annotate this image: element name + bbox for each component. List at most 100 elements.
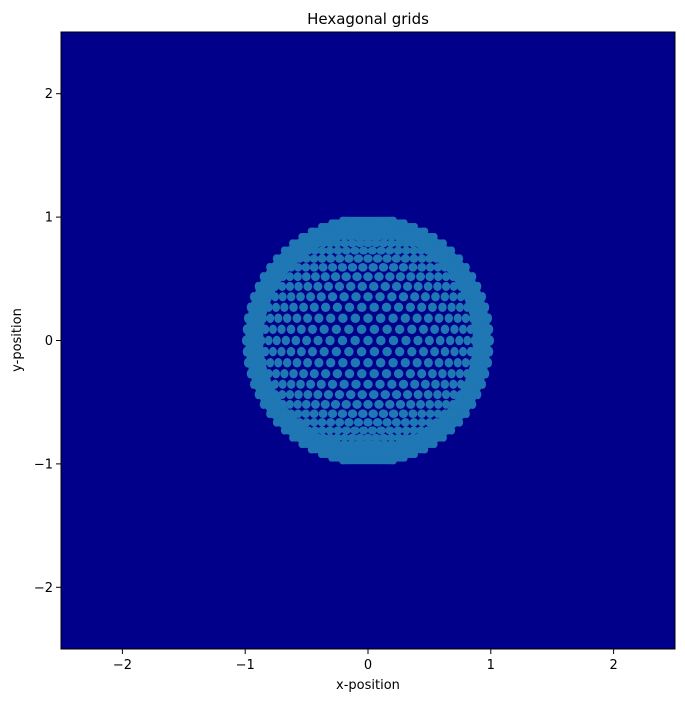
scatter-point: [259, 292, 267, 302]
scatter-point: [314, 358, 324, 368]
scatter-point: [301, 399, 311, 409]
scatter-point: [287, 262, 296, 272]
scatter-point: [387, 440, 397, 448]
scatter-point: [455, 272, 463, 282]
scatter-point: [479, 292, 487, 302]
scatter-point: [293, 399, 302, 409]
scatter-point: [466, 324, 475, 335]
points-layer: [241, 216, 495, 465]
scatter-point: [309, 409, 319, 419]
scatter-point: [420, 292, 430, 302]
scatter-point: [332, 239, 342, 248]
scatter-point: [463, 335, 472, 346]
scatter-point: [388, 409, 399, 419]
scatter-point: [296, 379, 305, 389]
scatter-point: [382, 418, 392, 427]
scatter-point: [353, 418, 364, 427]
scatter-point: [423, 358, 433, 368]
scatter-point: [388, 358, 398, 368]
scatter-point: [382, 254, 392, 263]
scatter-point: [369, 302, 379, 313]
scatter-point: [394, 346, 405, 357]
scatter-point: [313, 281, 323, 291]
scatter-point: [302, 418, 311, 427]
scatter-point: [466, 346, 475, 357]
x-tick-label: 1: [487, 658, 495, 673]
scatter-point: [299, 302, 308, 313]
scatter-point: [291, 335, 301, 346]
scatter-point: [309, 262, 319, 272]
scatter-point: [254, 313, 262, 323]
scatter-point: [434, 399, 443, 409]
scatter-point: [363, 433, 373, 442]
scatter-point: [423, 426, 432, 435]
scatter-point: [386, 433, 397, 442]
scatter-point: [449, 390, 458, 400]
scatter-point: [313, 239, 322, 248]
scatter-point: [401, 239, 411, 248]
scatter-point: [363, 379, 373, 389]
scatter-point: [339, 433, 350, 442]
scatter-point: [393, 368, 404, 379]
scatter-point: [351, 292, 361, 302]
scatter-point: [430, 346, 440, 357]
scatter-point: [350, 358, 361, 368]
scatter-point: [428, 302, 437, 313]
scatter-point: [323, 281, 334, 291]
scatter-point: [391, 418, 402, 427]
scatter-point: [320, 399, 330, 409]
scatter-point: [431, 440, 438, 448]
scatter-point: [433, 281, 442, 291]
scatter-point: [286, 346, 296, 357]
scatter-point: [378, 262, 389, 272]
scatter-point: [444, 358, 454, 368]
scatter-point: [339, 239, 350, 248]
scatter-point: [363, 335, 373, 346]
scatter-point: [356, 324, 367, 335]
scatter-point: [406, 272, 416, 282]
y-tick-label: 1: [45, 211, 53, 226]
scatter-point: [287, 409, 296, 419]
scatter-point: [259, 313, 268, 323]
scatter-point: [402, 390, 413, 400]
scatter-point: [325, 433, 335, 442]
scatter-point: [388, 335, 399, 346]
scatter-point: [350, 335, 360, 346]
scatter-point: [363, 254, 373, 263]
scatter-point: [408, 239, 417, 248]
scatter-point: [431, 292, 440, 302]
scatter-point: [419, 324, 429, 335]
scatter-point: [431, 379, 440, 389]
scatter-point: [417, 418, 427, 427]
scatter-point: [376, 246, 386, 255]
scatter-point: [394, 239, 404, 248]
scatter-point: [401, 335, 411, 346]
scatter-point: [438, 418, 447, 427]
scatter-point: [409, 246, 419, 255]
scatter-point: [385, 426, 395, 435]
scatter-point: [325, 239, 335, 248]
scatter-point: [327, 379, 338, 389]
scatter-point: [341, 399, 351, 409]
scatter-point: [382, 346, 392, 357]
scatter-point: [252, 335, 260, 346]
scatter-point: [483, 368, 490, 379]
scatter-point: [313, 390, 323, 400]
scatter-point: [408, 262, 418, 272]
scatter-point: [307, 346, 317, 357]
scatter-point: [413, 335, 423, 346]
scatter-point: [390, 216, 397, 223]
scatter-point: [453, 313, 462, 323]
scatter-point: [449, 272, 457, 282]
scatter-point: [301, 409, 311, 419]
scatter-point: [344, 418, 354, 427]
scatter-point: [483, 302, 490, 313]
scatter-point: [333, 440, 343, 448]
scatter-point: [442, 399, 451, 409]
scatter-point: [440, 433, 447, 442]
scatter-point: [400, 313, 410, 323]
scatter-point: [476, 335, 484, 346]
scatter-point: [337, 409, 348, 419]
scatter-point: [417, 409, 427, 419]
scatter-point: [278, 281, 287, 291]
